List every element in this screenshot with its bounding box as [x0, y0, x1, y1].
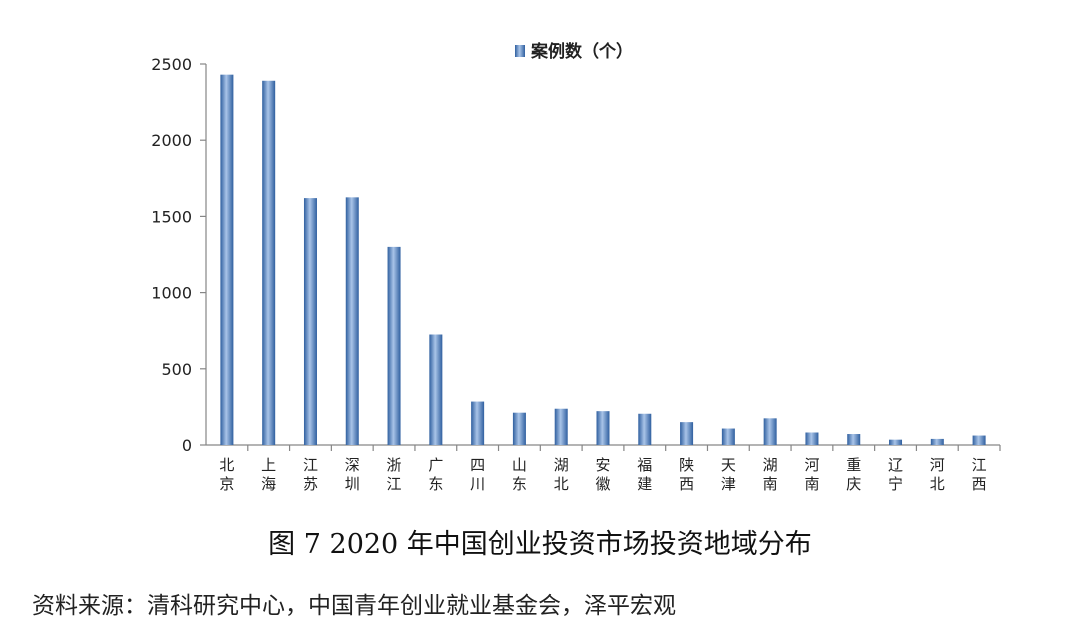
- source-note: 资料来源：清科研究中心，中国青年创业就业基金会，泽平宏观: [32, 593, 676, 619]
- x-tick-label: 湖南: [763, 456, 778, 493]
- legend: 案例数（个）: [515, 41, 633, 62]
- x-tick-label: 上海: [261, 456, 276, 493]
- x-tick-label: 山东: [512, 456, 527, 493]
- x-tick-label: 天津: [721, 456, 736, 493]
- bar-0: [220, 74, 234, 445]
- bar-11: [680, 422, 694, 445]
- bar-10: [638, 413, 652, 445]
- x-tick-label: 陕西: [679, 456, 694, 493]
- x-tick-label: 浙江: [387, 456, 402, 493]
- legend-label: 案例数（个）: [530, 41, 633, 62]
- bar-16: [889, 439, 903, 445]
- x-tick-label: 福建: [637, 456, 652, 493]
- bar-4: [387, 246, 401, 445]
- y-tick-label: 0: [182, 436, 192, 455]
- x-tick-label: 安徽: [595, 456, 610, 493]
- figure-caption: 图 7 2020 年中国创业投资市场投资地域分布: [268, 529, 812, 560]
- bar-8: [554, 408, 568, 445]
- y-tick-label: 500: [161, 360, 192, 379]
- legend-swatch: [515, 45, 525, 57]
- bar-17: [930, 438, 944, 445]
- x-tick-label: 江苏: [303, 456, 318, 493]
- x-tick-label: 辽宁: [888, 456, 903, 493]
- x-tick-label: 北京: [219, 456, 234, 493]
- y-tick-label: 1500: [151, 207, 192, 226]
- x-tick-label: 四川: [470, 456, 485, 493]
- x-tick-label: 河北: [930, 456, 945, 493]
- bar-chart: 案例数（个） 0 500 1000 1500 2000 2500 北京上海江苏深圳浙江广东…: [151, 41, 1001, 493]
- bar-18: [972, 435, 986, 445]
- bar-3: [345, 197, 359, 445]
- bar-2: [303, 198, 317, 445]
- y-tick-label: 1000: [151, 284, 192, 303]
- bar-5: [429, 334, 443, 445]
- bar-12: [721, 428, 735, 445]
- bar-1: [262, 80, 276, 445]
- x-tick-label: 湖北: [554, 456, 569, 493]
- x-tick-label: 广东: [428, 456, 443, 493]
- x-tick-label: 深圳: [345, 456, 360, 493]
- bar-14: [805, 432, 819, 445]
- bar-9: [596, 411, 610, 445]
- bar-6: [471, 401, 485, 445]
- bar-13: [763, 418, 777, 445]
- bar-7: [512, 412, 526, 445]
- y-tick-label: 2000: [151, 131, 192, 150]
- y-tick-label: 2500: [151, 55, 192, 74]
- x-tick-label: 河南: [804, 456, 819, 493]
- bar-15: [847, 434, 861, 445]
- x-tick-label: 江西: [972, 456, 987, 493]
- x-tick-label: 重庆: [846, 456, 861, 493]
